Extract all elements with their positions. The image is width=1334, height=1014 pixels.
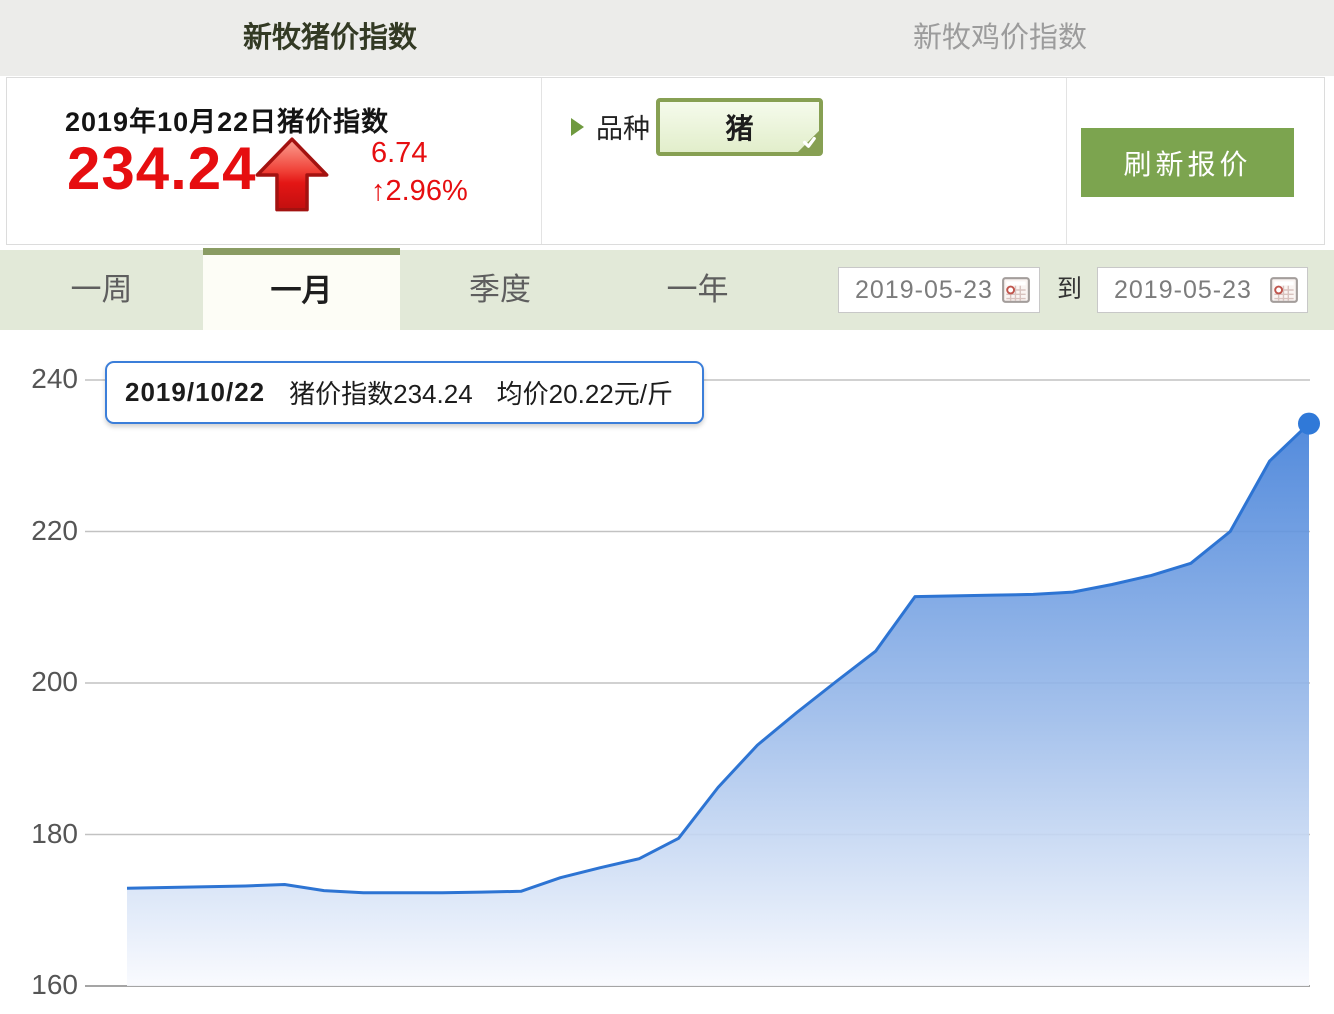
tooltip-avg-price: 均价20.22元/斤 [496, 379, 673, 409]
panel-divider [541, 78, 542, 244]
period-tab-week[interactable]: 一周 [70, 272, 133, 307]
calendar-icon [1002, 277, 1030, 303]
change-percent: ↑2.96% [371, 175, 468, 207]
period-tab-quarter[interactable]: 季度 [469, 272, 531, 307]
variety-value: 猪 [725, 114, 754, 145]
calendar-icon [1270, 277, 1298, 303]
y-axis-tick-label: 240 [31, 363, 78, 394]
variety-pointer-icon [571, 118, 584, 136]
summary-panel: 2019年10月22日猪价指数 234.24 6.74 ↑2.96% 品种 猪 [6, 77, 1325, 245]
tooltip-index: 猪价指数234.24 [289, 379, 473, 409]
chart-canvas [85, 379, 1320, 987]
y-axis-tick-label: 200 [31, 666, 78, 697]
tab-chicken-price-index[interactable]: 新牧鸡价指数 [912, 22, 1087, 54]
variety-select[interactable]: 猪 [656, 98, 823, 156]
change-block: 6.74 ↑2.96% [371, 134, 468, 210]
y-axis-tick-label: 160 [31, 969, 78, 1000]
price-line [126, 422, 1311, 895]
end-date-input[interactable]: 2019-05-23 [1097, 267, 1308, 313]
panel-divider [1066, 78, 1067, 244]
y-axis-tick-label: 220 [31, 514, 78, 546]
summary-date-title: 2019年10月22日猪价指数 [65, 107, 390, 137]
period-tab-year[interactable]: 一年 [666, 272, 729, 307]
date-range-separator: 到 [1056, 276, 1082, 303]
price-chart: 160 180 200 220 240 2019/10/22 猪价指数234.24 均价… [0, 330, 1334, 1014]
variety-label: 品种 [596, 114, 650, 144]
highlight-point-dot [1298, 412, 1320, 435]
index-tabs-bar: 新牧猪价指数 新牧鸡价指数 [0, 0, 1334, 76]
up-arrow-icon [255, 137, 329, 212]
start-date-value: 2019-05-23 [855, 275, 993, 304]
refresh-quotes-button[interactable]: 刷新报价 [1081, 128, 1294, 197]
tooltip-date: 2019/10/22 [125, 377, 266, 407]
change-value: 6.74 [371, 137, 428, 169]
index-value: 234.24 [67, 135, 257, 202]
period-tab-month[interactable]: 一月 [203, 248, 400, 334]
end-date-value: 2019-05-23 [1114, 275, 1252, 304]
tab-pig-price-index[interactable]: 新牧猪价指数 [242, 22, 417, 54]
chart-tooltip: 2019/10/22 猪价指数234.24 均价20.22元/斤 [105, 361, 704, 424]
area-fill [127, 423, 1309, 987]
checkmark-corner-icon [797, 130, 819, 152]
start-date-input[interactable]: 2019-05-23 [838, 267, 1040, 313]
y-axis-tick-label: 180 [31, 817, 78, 849]
